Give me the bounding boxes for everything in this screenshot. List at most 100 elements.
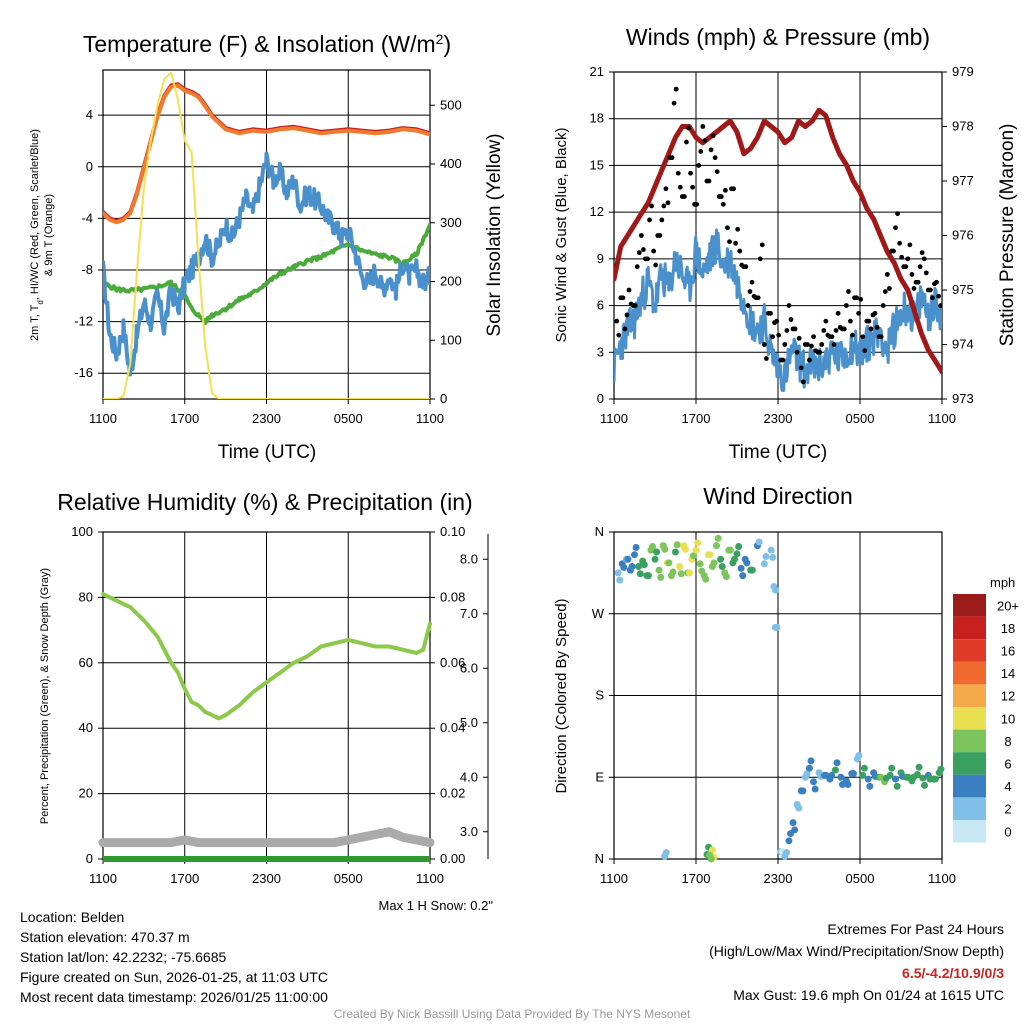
winds-ytick-label: 3 — [597, 344, 604, 359]
snow-ytick-label: 6.0 — [460, 660, 478, 675]
direction-point — [706, 551, 714, 559]
snow-ytick-label: 3.0 — [460, 824, 478, 839]
gust-point — [903, 264, 909, 270]
speed-legend-label: 14 — [1001, 666, 1015, 681]
direction-point — [844, 781, 852, 789]
pressure-y2tick-label: 979 — [952, 64, 974, 79]
direction-point — [676, 563, 684, 571]
winds-xtick-label: 2300 — [764, 411, 793, 426]
gust-point — [669, 155, 675, 161]
gust-point — [710, 133, 716, 139]
gust-point — [759, 242, 765, 248]
speed-legend-swatch — [953, 639, 986, 662]
gust-point — [659, 217, 665, 223]
gust-point — [880, 303, 886, 308]
direction-point — [718, 563, 726, 571]
gust-point — [645, 256, 650, 262]
direction-point — [662, 849, 670, 857]
direction-point — [811, 785, 819, 793]
direction-point — [636, 570, 644, 578]
gust-point — [651, 248, 657, 254]
gust-point — [614, 318, 620, 324]
gust-point — [817, 349, 823, 355]
gust-point — [749, 279, 755, 285]
gust-point — [899, 254, 905, 260]
gust-point — [696, 163, 702, 168]
gust-point — [694, 201, 700, 207]
winds-plot — [614, 86, 942, 392]
direction-point — [791, 826, 799, 834]
gust-point — [776, 332, 782, 338]
temperature-ylabel-line2: & 9m T (Orange) — [43, 194, 55, 276]
gust-point — [768, 310, 773, 316]
gust-point — [897, 240, 903, 246]
direction-point — [799, 787, 807, 795]
gust-point — [804, 342, 810, 347]
gust-point — [858, 296, 864, 302]
direction-point — [837, 773, 845, 781]
speed-legend-swatch — [953, 616, 986, 640]
gust-point — [684, 139, 689, 145]
gust-point — [819, 342, 825, 347]
insolation-y2tick-label: 100 — [440, 332, 462, 347]
gust-point — [927, 287, 933, 293]
wdir-ytick-label: S — [595, 688, 604, 703]
winds-ytick-label: 6 — [597, 298, 604, 313]
gust-point — [872, 310, 878, 316]
direction-point — [915, 763, 923, 771]
direction-point — [785, 837, 793, 845]
gust-point — [821, 328, 827, 333]
wdir-ytick-label: W — [592, 606, 605, 621]
gust-point — [677, 184, 683, 190]
speed-legend: mph 20+ 18 16 14 12 10 8 6 4 2 0 — [953, 575, 1019, 843]
temp-ytick-label: -8 — [81, 262, 93, 277]
speed-legend-label: 0 — [1004, 824, 1011, 839]
temp-xtick-label: 2300 — [252, 411, 281, 426]
temp-ytick-label: -16 — [74, 365, 93, 380]
gust-point — [725, 225, 730, 231]
gust-point — [686, 125, 691, 131]
direction-point — [807, 757, 815, 765]
gust-point — [884, 272, 890, 277]
gust-point — [921, 256, 927, 262]
gust-point — [657, 233, 663, 238]
credit-line: Created By Nick Bassill Using Data Provi… — [333, 1007, 691, 1021]
rh-ytick-label: 0 — [86, 851, 93, 866]
extremes-gust: Max Gust: 19.6 mph On 01/24 at 1615 UTC — [733, 987, 1004, 1003]
gust-point — [833, 328, 839, 333]
insolation-y2tick-label: 300 — [440, 215, 462, 230]
rh-ytick-label: 100 — [71, 524, 93, 539]
gust-point — [841, 326, 847, 332]
gust-point — [661, 203, 667, 209]
winds-ytick-label: 18 — [590, 111, 604, 126]
winds-xtick-label: 0500 — [846, 411, 875, 426]
gust-point — [622, 326, 628, 332]
speed-legend-swatch — [953, 820, 986, 843]
gust-point — [640, 247, 646, 252]
direction-point — [888, 764, 896, 772]
direction-point — [733, 550, 741, 558]
gust-point — [712, 155, 718, 161]
gust-point — [714, 169, 720, 175]
direction-point — [681, 545, 689, 553]
gust-point — [794, 349, 800, 355]
snow-ytick-label: 5.0 — [460, 715, 478, 730]
direction-point — [726, 546, 734, 554]
direction-point — [735, 543, 743, 551]
snow-ytick-label: 7.0 — [460, 606, 478, 621]
wind-direction-title: Wind Direction — [703, 483, 853, 509]
direction-point — [748, 566, 756, 574]
gust-point — [663, 186, 669, 192]
speed-legend-label: 8 — [1004, 734, 1011, 749]
direction-point — [769, 553, 777, 561]
winds-ylabel: Sonic Wind & Gust (Blue, Black) — [553, 127, 570, 342]
winds-title: Winds (mph) & Pressure (mb) — [626, 24, 930, 50]
direction-point — [628, 563, 636, 571]
info-created: Figure created on Sun, 2026-01-25, at 11… — [20, 969, 328, 985]
wdir-ytick-label: N — [595, 524, 604, 539]
gust-point — [780, 357, 786, 363]
gust-point — [788, 317, 794, 322]
gust-point — [940, 303, 942, 308]
temp-xtick-label: 1100 — [416, 411, 444, 426]
